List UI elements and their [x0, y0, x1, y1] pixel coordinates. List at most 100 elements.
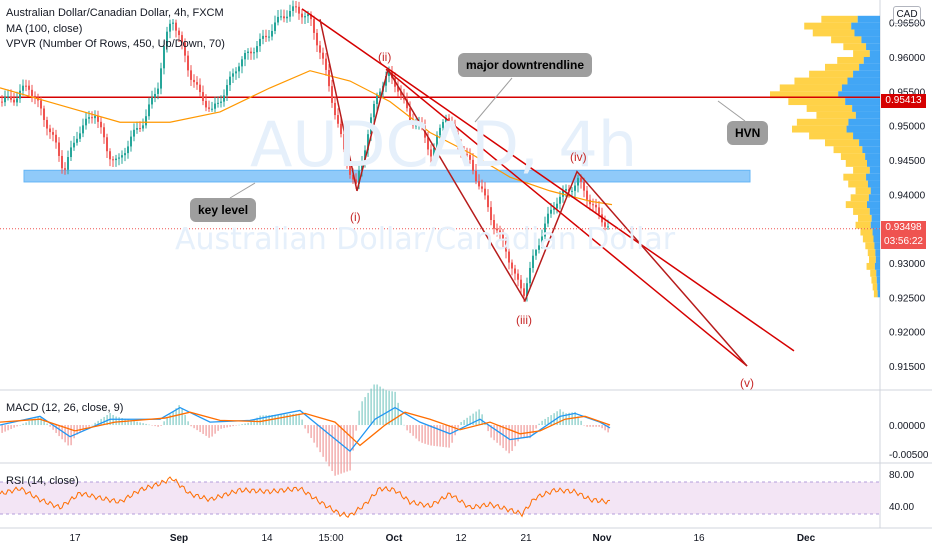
macd-histogram-bar: [28, 421, 30, 426]
macd-histogram-bar: [271, 414, 273, 426]
macd-histogram-bar: [88, 425, 90, 427]
volume-profile-bar: [859, 63, 880, 71]
ma-legend[interactable]: MA (100, close): [6, 23, 83, 35]
candle-body: [133, 129, 135, 137]
vpvr-legend[interactable]: VPVR (Number Of Rows, 450, Up/Down, 70): [6, 38, 225, 50]
volume-profile-bar: [871, 214, 880, 222]
candle-body: [478, 181, 480, 187]
macd-histogram-bar: [460, 422, 462, 426]
macd-histogram-bar: [22, 423, 24, 426]
wave-label-iii: (iii): [516, 313, 532, 327]
volume-profile-bar: [851, 22, 880, 30]
volume-profile-bar: [875, 249, 880, 257]
candle-body: [121, 155, 123, 158]
macd-histogram-bar: [244, 423, 246, 426]
wave-label-ii: (ii): [378, 50, 392, 64]
candle-body: [571, 190, 573, 192]
candle-body: [82, 125, 84, 134]
candle-body: [556, 203, 558, 209]
candle-body: [67, 157, 69, 170]
volume-profile-bar-light: [821, 15, 858, 23]
candle-body: [106, 137, 108, 152]
rsi-legend[interactable]: RSI (14, close): [6, 475, 79, 487]
candle-body: [436, 135, 438, 148]
candle-body: [286, 16, 288, 19]
volume-profile-bar: [870, 187, 880, 195]
volume-profile-bar: [870, 221, 880, 229]
macd-histogram-bar: [319, 425, 321, 453]
candle-body: [13, 99, 15, 103]
volume-profile-bar-light: [860, 228, 873, 236]
key-level-label[interactable]: key level: [190, 198, 257, 222]
volume-profile-bar-light: [853, 208, 870, 215]
volume-profile-bar: [845, 98, 880, 106]
candle-body: [139, 128, 141, 130]
candle-body: [595, 204, 597, 208]
candle-body: [160, 68, 162, 89]
macd-histogram-bar: [325, 425, 327, 462]
macd-histogram-bar: [595, 425, 597, 427]
downtrend-line-2: [385, 68, 748, 367]
candle-body: [577, 177, 579, 186]
candle-body: [322, 52, 324, 59]
time-tick-label: 21: [520, 533, 532, 544]
candle-body: [550, 209, 552, 214]
macd-histogram-bar: [541, 420, 543, 426]
candle-body: [490, 207, 492, 221]
macd-histogram-bar: [220, 425, 222, 429]
macd-histogram-bar: [574, 411, 576, 426]
candle-body: [268, 36, 270, 38]
candle-body: [166, 31, 168, 47]
macd-histogram-bar: [79, 425, 81, 433]
candle-body: [361, 161, 363, 171]
macd-histogram-bar: [550, 415, 552, 426]
macd-histogram-bar: [25, 422, 27, 426]
macd-histogram-bar: [334, 425, 336, 476]
candle-body: [79, 133, 81, 139]
macd-histogram-bar: [472, 413, 474, 426]
volume-profile-bar: [873, 235, 880, 243]
macd-histogram-bar: [289, 414, 291, 426]
macd-histogram-bar: [292, 413, 294, 426]
candle-body: [244, 52, 246, 60]
macd-histogram-bar: [499, 425, 501, 446]
macd-histogram-bar: [238, 424, 240, 426]
volume-profile-bar: [862, 146, 880, 154]
candle-body: [292, 6, 294, 11]
trendline-label[interactable]: major downtrendline: [458, 53, 593, 77]
candle-body: [514, 268, 516, 274]
candle-body: [589, 199, 591, 205]
macd-histogram-bar: [133, 420, 135, 426]
volume-profile-bar: [875, 256, 880, 263]
macd-histogram-bar: [37, 417, 39, 426]
volume-profile-bar: [877, 290, 880, 298]
volume-profile-bar-light: [855, 187, 871, 195]
macd-histogram-bar: [343, 425, 345, 473]
volume-profile-bar-light: [873, 290, 878, 298]
candle-body: [352, 174, 354, 180]
macd-histogram-bar: [307, 425, 309, 434]
macd-histogram-bar: [430, 425, 432, 446]
macd-histogram-bar: [439, 425, 441, 447]
macd-histogram-bar: [172, 411, 174, 426]
macd-histogram-bar: [586, 425, 588, 427]
macd-histogram-bar: [160, 425, 162, 426]
macd-histogram-bar: [196, 425, 198, 431]
macd-histogram-bar: [136, 421, 138, 426]
symbol-line[interactable]: Australian Dollar/Canadian Dollar, 4h, F…: [6, 7, 224, 19]
candle-body: [295, 6, 297, 8]
macd-histogram-bar: [103, 416, 105, 426]
macd-histogram-bar: [376, 384, 378, 426]
candle-body: [415, 125, 417, 127]
candle-body: [175, 22, 177, 31]
candle-body: [34, 95, 36, 98]
volume-profile-bar: [841, 84, 880, 92]
hvn-label[interactable]: HVN: [727, 121, 769, 145]
candle-body: [442, 121, 444, 128]
currency-badge[interactable]: CAD: [893, 6, 921, 24]
macd-legend[interactable]: MACD (12, 26, close, 9): [6, 402, 124, 414]
price-tick-label: 0.92000: [889, 328, 926, 339]
macd-histogram-bar: [145, 423, 147, 426]
candle-body: [607, 226, 609, 228]
